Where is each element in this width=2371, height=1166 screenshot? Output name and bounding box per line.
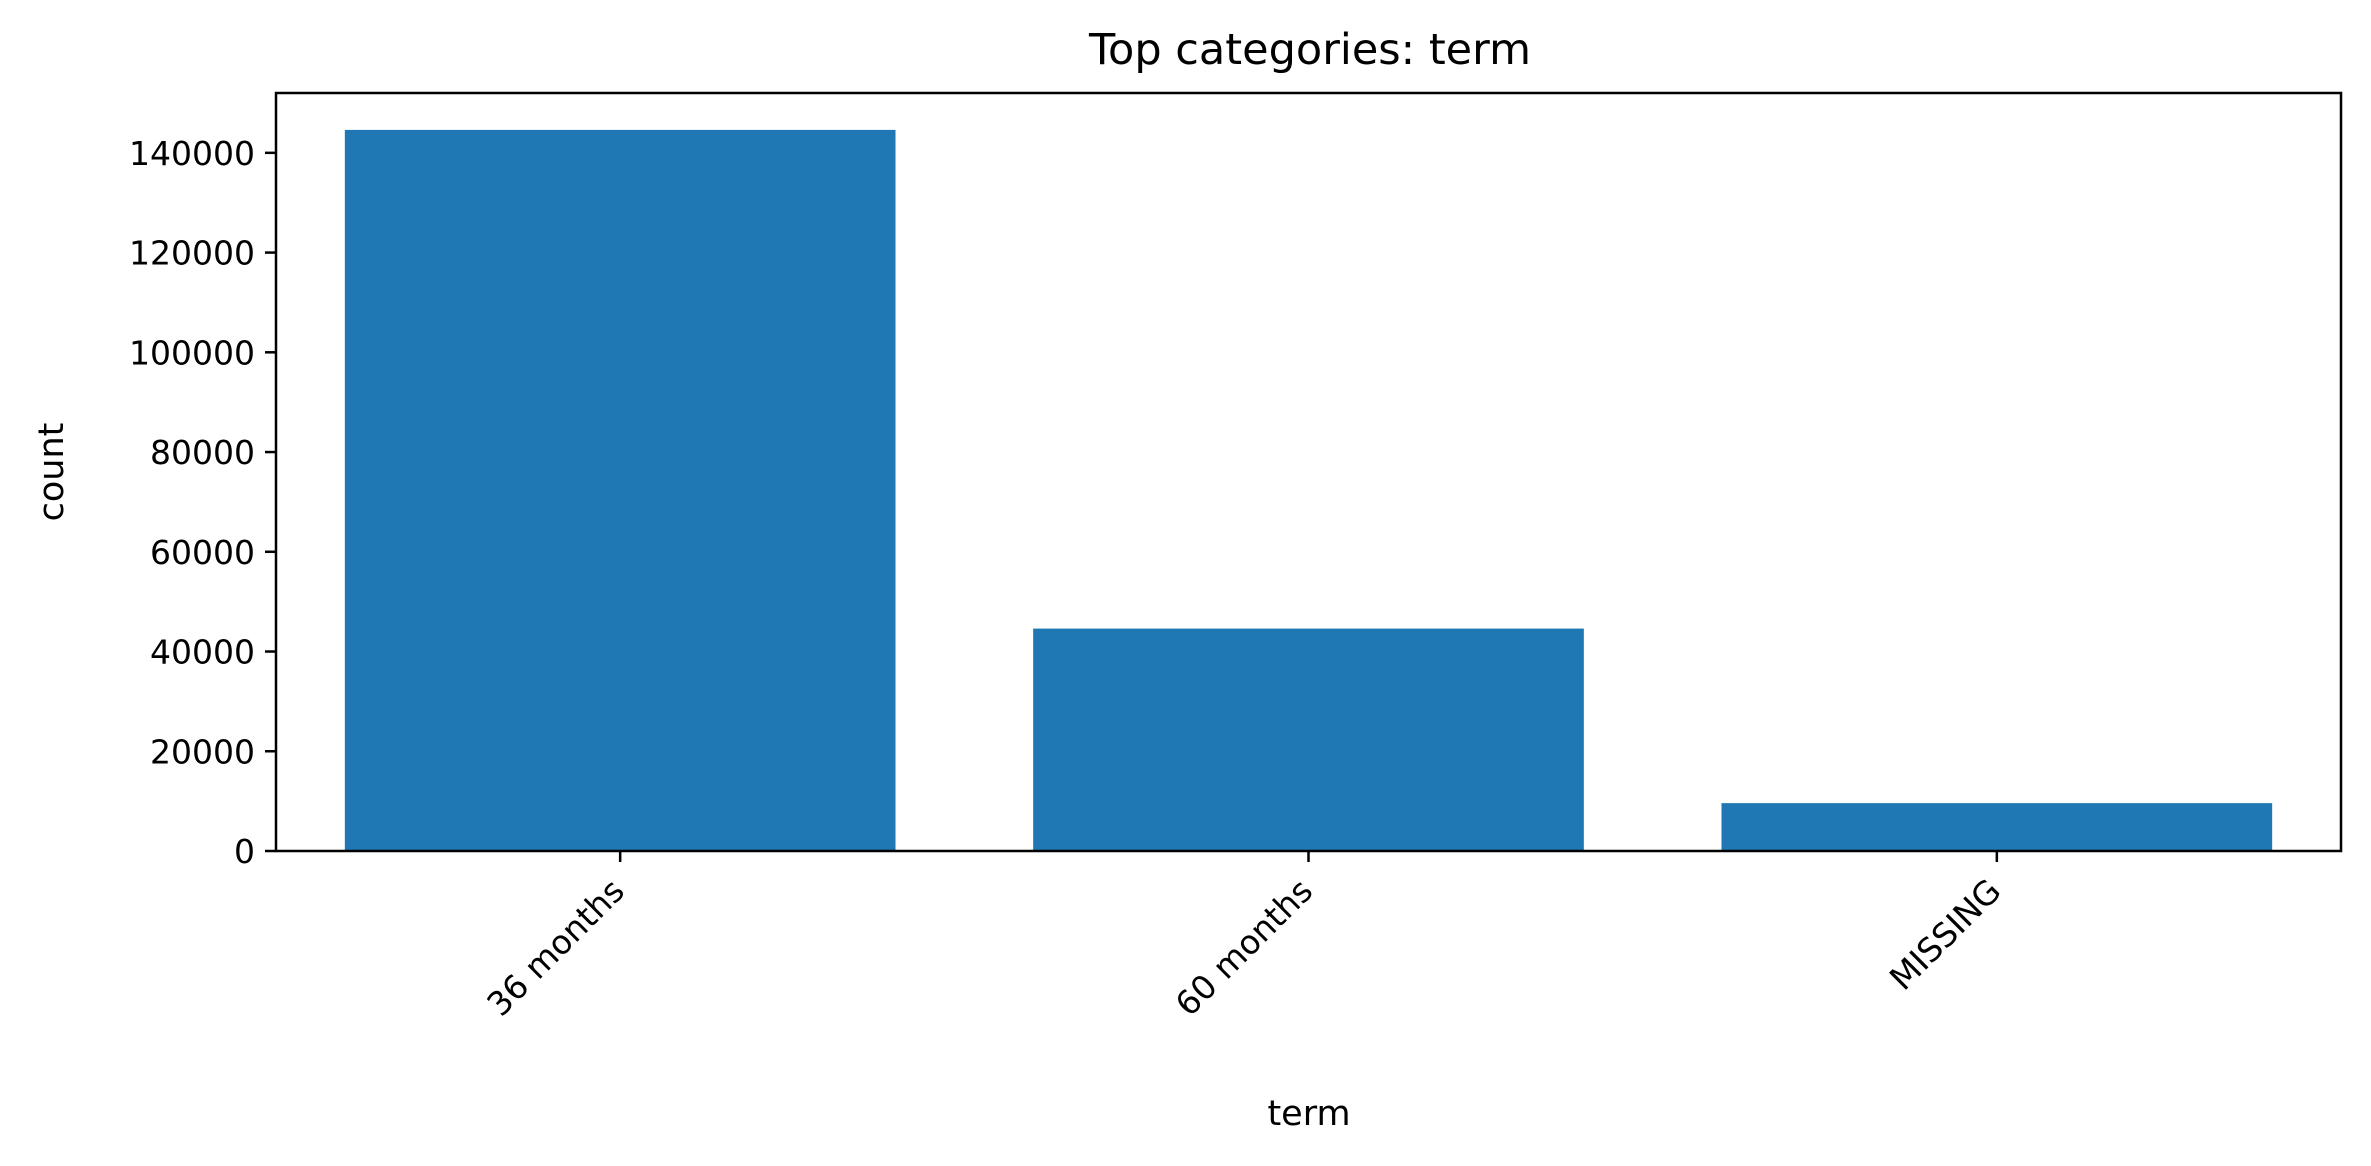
y-tick-label: 0 <box>234 832 255 871</box>
y-axis-ticks: 0 20000 40000 60000 80000 100000 120000 140000 <box>129 134 276 871</box>
x-axis-ticks: 36 months 60 months MISSING <box>479 851 2008 1024</box>
bar-0 <box>344 129 896 851</box>
bar-2 <box>1721 803 2273 851</box>
x-tick-label: 36 months <box>479 871 632 1024</box>
x-tick-label: MISSING <box>1882 871 2009 998</box>
plot-frame <box>274 91 2343 853</box>
y-tick-label: 60000 <box>150 533 255 572</box>
y-tick-label: 100000 <box>129 333 255 372</box>
y-axis-label: count <box>32 423 72 522</box>
bars-layer <box>344 129 2273 851</box>
y-tick-label: 40000 <box>150 633 255 672</box>
bar-1 <box>1033 628 1584 851</box>
x-tick-label: 60 months <box>1168 871 1321 1024</box>
y-tick-label: 140000 <box>129 134 255 173</box>
y-tick-label: 20000 <box>150 732 255 771</box>
y-tick-label: 120000 <box>129 234 255 273</box>
y-tick-label: 80000 <box>150 433 255 472</box>
x-axis-label: term <box>1267 1094 1350 1134</box>
chart-title: Top categories: term <box>1088 25 1531 75</box>
